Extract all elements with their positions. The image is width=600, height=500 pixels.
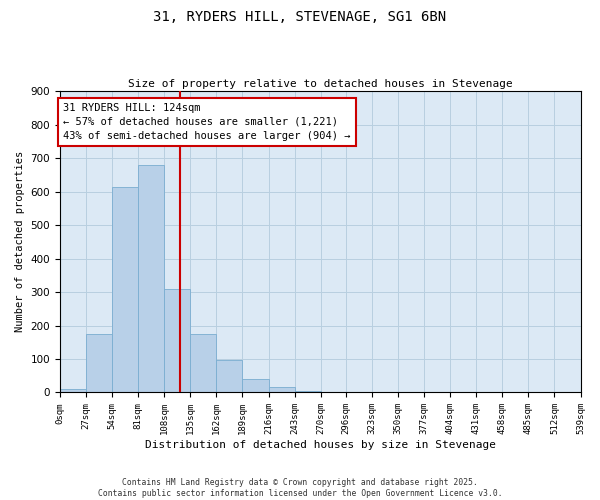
Text: 31 RYDERS HILL: 124sqm
← 57% of detached houses are smaller (1,221)
43% of semi-: 31 RYDERS HILL: 124sqm ← 57% of detached… [63, 103, 350, 141]
Bar [138, 165, 164, 392]
Bar [164, 288, 190, 393]
Bar [269, 388, 295, 392]
Title: Size of property relative to detached houses in Stevenage: Size of property relative to detached ho… [128, 79, 512, 89]
Y-axis label: Number of detached properties: Number of detached properties [15, 151, 25, 332]
Bar [242, 379, 269, 392]
Text: Contains HM Land Registry data © Crown copyright and database right 2025.
Contai: Contains HM Land Registry data © Crown c… [98, 478, 502, 498]
X-axis label: Distribution of detached houses by size in Stevenage: Distribution of detached houses by size … [145, 440, 496, 450]
Bar [295, 391, 320, 392]
Bar [60, 389, 86, 392]
Bar [190, 334, 217, 392]
Text: 31, RYDERS HILL, STEVENAGE, SG1 6BN: 31, RYDERS HILL, STEVENAGE, SG1 6BN [154, 10, 446, 24]
Bar [86, 334, 112, 392]
Bar [217, 360, 242, 392]
Bar [112, 186, 138, 392]
